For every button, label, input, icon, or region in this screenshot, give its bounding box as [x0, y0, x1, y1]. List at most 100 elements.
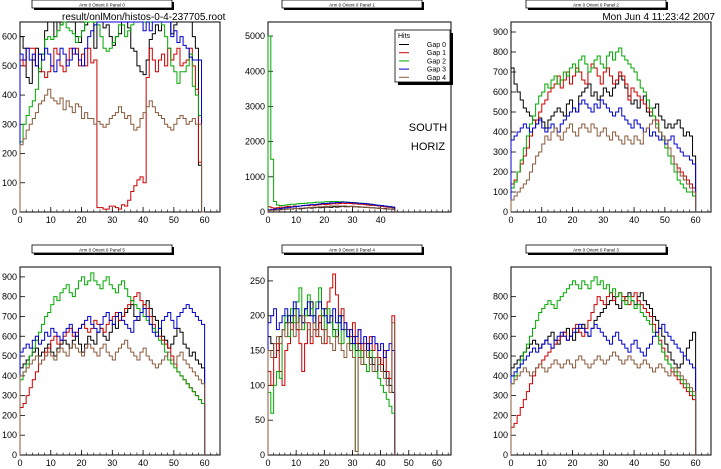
x-tick-label: 30: [347, 215, 357, 225]
y-tick-label: 600: [2, 331, 17, 341]
x-tick-label: 30: [107, 215, 117, 225]
y-tick-label: 200: [493, 167, 508, 177]
series-line-gap-4: [510, 351, 697, 455]
x-tick-label: 50: [660, 458, 670, 468]
y-tick-label: 200: [2, 149, 17, 159]
x-tick-label: 50: [660, 215, 670, 225]
y-tick-label: 900: [493, 27, 508, 37]
x-tick-label: 10: [291, 215, 301, 225]
x-tick-label: 60: [200, 215, 210, 225]
title-box: [525, 0, 667, 9]
series-line-gap-2: [510, 276, 697, 455]
x-tick-label: 20: [319, 458, 329, 468]
file-title: result/onlMon/histos-0-4-237705.root: [62, 12, 226, 23]
y-tick-label: 50: [255, 415, 265, 425]
x-tick-label: 60: [691, 458, 701, 468]
x-tick-label: 10: [46, 458, 56, 468]
x-tick-label: 20: [319, 215, 329, 225]
chart-title: Arm 0 Orient 0 Panel 4: [329, 248, 375, 253]
y-tick-label: 700: [2, 311, 17, 321]
y-tick-label: 300: [493, 147, 508, 157]
y-tick-label: 100: [250, 380, 265, 390]
x-tick-label: 50: [169, 458, 179, 468]
series-line-gap-4: [19, 339, 206, 455]
y-tick-label: 150: [250, 346, 265, 356]
y-tick-label: 250: [250, 276, 265, 286]
title-box: [31, 0, 173, 9]
y-tick-label: 1000: [245, 172, 265, 182]
plot-frame: [19, 21, 221, 213]
x-tick-label: 30: [598, 215, 608, 225]
chart-title: Arm 0 Orient 0 Panel 5: [79, 248, 125, 253]
x-tick-label: 40: [138, 215, 148, 225]
y-tick-label: 900: [2, 272, 17, 282]
y-tick-label: 100: [2, 178, 17, 188]
series-line-gap-1: [267, 273, 396, 455]
y-tick-label: 800: [2, 292, 17, 302]
x-tick-label: 40: [376, 215, 386, 225]
legend-entry: Gap 0: [427, 42, 446, 49]
y-tick-label: 0: [503, 450, 508, 460]
legend-title: Hits: [398, 33, 411, 40]
annotation-south: SOUTH: [409, 122, 448, 134]
x-tick-label: 20: [77, 215, 87, 225]
legend-entry: Gap 3: [427, 67, 446, 74]
y-tick-label: 200: [250, 311, 265, 321]
y-tick-label: 500: [2, 351, 17, 361]
x-tick-label: 10: [46, 215, 56, 225]
x-tick-label: 60: [432, 458, 442, 468]
date-stamp: Mon Jun 4 11:23:42 2007: [602, 12, 715, 23]
chart-panel-6: Arm 0 Orient 0 Panel 30 10 20 30 40 50 6001002…: [493, 244, 712, 468]
chart-title: Arm 0 Orient 0 Panel 2: [573, 3, 619, 8]
series-line-gap-3: [510, 323, 697, 455]
chart-panel-1: Arm 0 Orient 0 Panel 00 10 20 30 40 50 6001002…: [2, 0, 221, 225]
x-tick-label: 0: [265, 458, 270, 468]
y-tick-label: 300: [493, 391, 508, 401]
annotation-horiz: HORIZ: [411, 141, 446, 153]
y-tick-label: 700: [493, 311, 508, 321]
y-tick-label: 0: [260, 450, 265, 460]
y-tick-label: 600: [2, 32, 17, 42]
series-line-gap-3: [19, 304, 206, 455]
y-tick-label: 100: [2, 430, 17, 440]
x-tick-label: 0: [17, 215, 22, 225]
x-tick-label: 60: [691, 215, 701, 225]
y-tick-label: 400: [493, 371, 508, 381]
series-line-gap-2: [19, 21, 205, 213]
x-tick-label: 20: [77, 458, 87, 468]
y-tick-label: 700: [493, 67, 508, 77]
x-tick-label: 40: [376, 458, 386, 468]
title-box: [281, 244, 423, 254]
y-tick-label: 600: [493, 87, 508, 97]
legend-entry: Gap 2: [427, 58, 446, 65]
y-tick-label: 3000: [245, 101, 265, 111]
y-tick-label: 0: [503, 207, 508, 217]
series-line-gap-4: [510, 119, 697, 212]
series-line-gap-0: [510, 67, 697, 212]
x-tick-label: 30: [347, 458, 357, 468]
y-tick-label: 200: [2, 410, 17, 420]
chart-title: Arm 0 Orient 0 Panel 3: [573, 248, 619, 253]
legend-entry: Gap 4: [427, 75, 446, 82]
y-tick-label: 100: [493, 430, 508, 440]
x-tick-label: 60: [200, 458, 210, 468]
chart-title: Arm 0 Orient 0 Panel 1: [329, 3, 375, 8]
series-line-gap-4: [267, 315, 396, 455]
y-tick-label: 0: [260, 207, 265, 217]
x-tick-label: 10: [291, 458, 301, 468]
title-box: [525, 244, 667, 254]
y-tick-label: 400: [2, 371, 17, 381]
x-tick-label: 40: [629, 215, 639, 225]
y-tick-label: 800: [493, 292, 508, 302]
x-tick-label: 10: [537, 215, 547, 225]
series-line-gap-2: [19, 272, 206, 455]
series-line-gap-3: [19, 21, 205, 213]
series-line-gap-3: [267, 201, 396, 212]
y-tick-label: 300: [2, 391, 17, 401]
y-tick-label: 0: [12, 207, 17, 217]
x-tick-label: 40: [138, 458, 148, 468]
y-tick-label: 5000: [245, 31, 265, 41]
y-tick-label: 500: [2, 61, 17, 71]
